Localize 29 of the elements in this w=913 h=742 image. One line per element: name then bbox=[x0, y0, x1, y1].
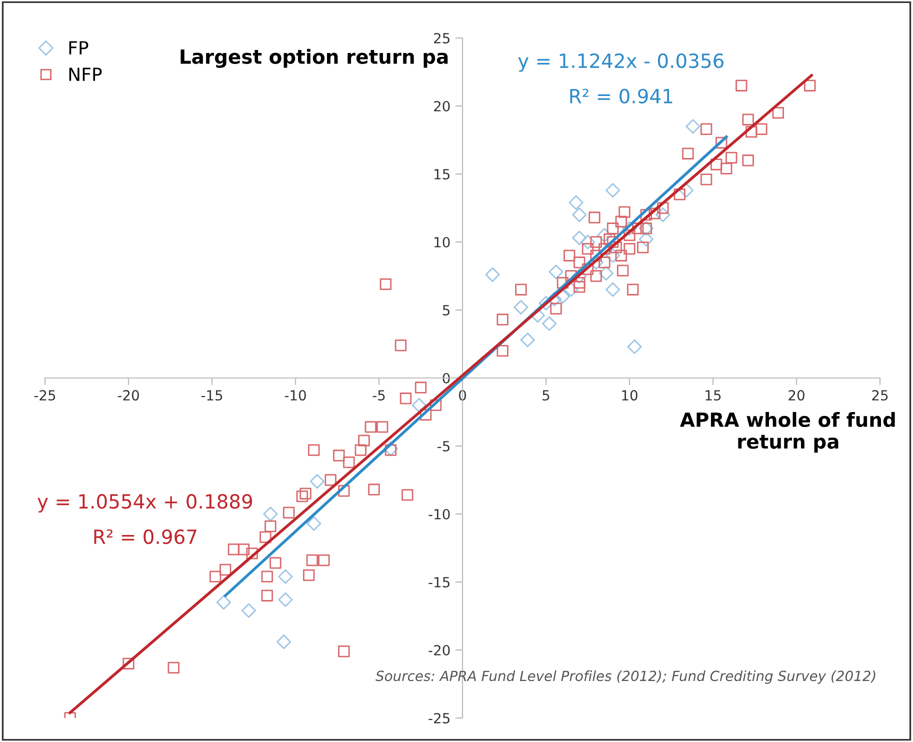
y-tick-label: 20 bbox=[434, 100, 450, 112]
x-tick-label: -25 bbox=[34, 390, 56, 401]
annotation: y = 1.1242x - 0.0356 bbox=[518, 53, 724, 72]
x-tick-label: 20 bbox=[788, 390, 804, 401]
legend-label: FP bbox=[69, 41, 88, 54]
y-tick-label: 25 bbox=[434, 32, 450, 44]
y-tick-label: 5 bbox=[442, 305, 450, 316]
y-tick-label: -20 bbox=[428, 644, 450, 656]
y-tick-label: 15 bbox=[434, 169, 450, 180]
legend-label: NFP bbox=[69, 68, 102, 81]
x-tick-label: 5 bbox=[542, 390, 550, 401]
annotation: R² = 0.967 bbox=[94, 529, 196, 544]
x-tick-label: 25 bbox=[872, 390, 888, 401]
x-tick-label: -15 bbox=[201, 390, 222, 401]
annotation: y = 1.0554x + 0.1889 bbox=[38, 494, 252, 513]
x-tick-label: -20 bbox=[118, 390, 139, 401]
x-axis-title: APRA whole of fund return pa bbox=[680, 412, 895, 453]
y-tick-label: -10 bbox=[428, 508, 450, 520]
annotation: R² = 0.941 bbox=[570, 88, 672, 104]
annotation: Sources: APRA Fund Level Profiles (2012); Fund Crediting Survey (2012) bbox=[376, 670, 876, 684]
x-tick-label: 15 bbox=[706, 390, 721, 401]
y-tick-label: -15 bbox=[428, 577, 450, 588]
y-tick-label: 10 bbox=[434, 236, 450, 248]
x-tick-label: 10 bbox=[622, 390, 638, 401]
x-tick-label: -5 bbox=[372, 390, 385, 401]
y-tick-label: -25 bbox=[428, 712, 450, 724]
y-axis-title: Largest option return pa bbox=[180, 48, 448, 68]
y-tick-label: -5 bbox=[438, 441, 450, 452]
x-tick-label: -10 bbox=[284, 390, 306, 401]
